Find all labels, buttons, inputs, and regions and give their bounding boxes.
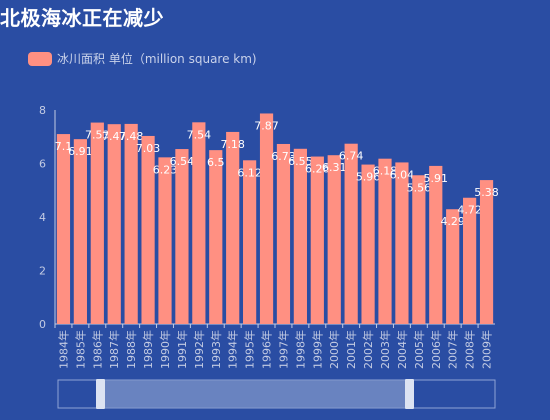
x-tick-label: 1985年 xyxy=(73,330,87,369)
x-tick-label: 1995年 xyxy=(243,330,257,369)
legend-item[interactable]: 冰川面积 单位（million square km) xyxy=(28,50,257,67)
bar-value-label: 6.31 xyxy=(322,161,347,174)
legend-label: 冰川面积 单位（million square km) xyxy=(57,52,257,66)
bar[interactable] xyxy=(226,131,240,324)
bar[interactable] xyxy=(56,134,71,324)
y-tick-label: 0 xyxy=(39,318,46,331)
bar-value-label: 6.74 xyxy=(339,150,364,163)
x-tick-label: 2001年 xyxy=(344,330,358,369)
bar-value-label: 6.04 xyxy=(390,168,415,181)
x-tick-label: 1996年 xyxy=(260,330,274,369)
bar[interactable] xyxy=(141,135,155,324)
x-tick-label: 2002年 xyxy=(361,330,375,369)
bar[interactable] xyxy=(73,139,87,324)
bar-value-label: 7.47 xyxy=(102,130,127,143)
zoom-handle-left[interactable] xyxy=(96,379,105,409)
y-tick-label: 2 xyxy=(39,265,46,278)
bar[interactable] xyxy=(310,156,324,324)
x-tick-label: 2005年 xyxy=(412,330,426,369)
bar[interactable] xyxy=(463,197,477,324)
bar-value-label: 6.5 xyxy=(207,156,225,169)
x-tick-label: 1984年 xyxy=(56,330,70,369)
x-tick-label: 1999年 xyxy=(310,330,324,369)
bar[interactable] xyxy=(243,160,257,324)
bar-value-label: 6.12 xyxy=(237,166,262,179)
x-tick-label: 1990年 xyxy=(158,330,172,369)
x-tick-label: 2004年 xyxy=(395,330,409,369)
x-tick-label: 2007年 xyxy=(446,330,460,369)
bar[interactable] xyxy=(175,149,189,324)
bar-value-label: 6.18 xyxy=(373,165,398,178)
bar-value-label: 6.73 xyxy=(271,150,296,163)
bar-value-label: 5.38 xyxy=(474,186,499,199)
legend-swatch xyxy=(28,51,52,66)
chart-title: 北极海冰正在减少 xyxy=(0,6,164,30)
bar[interactable] xyxy=(412,175,426,324)
bar[interactable] xyxy=(90,122,104,324)
x-tick-label: 1991年 xyxy=(175,330,189,369)
x-tick-label: 1994年 xyxy=(226,330,240,369)
zoom-handle-right[interactable] xyxy=(405,379,414,409)
x-tick-label: 1998年 xyxy=(293,330,307,369)
bar[interactable] xyxy=(107,124,121,325)
bar-value-label: 4.29 xyxy=(440,215,465,228)
bar-value-label: 7.03 xyxy=(136,142,161,155)
bar-value-label: 6.55 xyxy=(288,155,313,168)
x-tick-label: 1993年 xyxy=(209,330,223,369)
bar-value-label: 5.96 xyxy=(356,171,381,184)
x-tick-label: 2008年 xyxy=(463,330,477,369)
bar-value-label: 5.56 xyxy=(407,181,432,194)
x-tick-label: 2009年 xyxy=(480,330,494,369)
bar[interactable] xyxy=(259,113,274,324)
bar[interactable] xyxy=(327,155,341,324)
x-tick-label: 1989年 xyxy=(141,330,155,369)
bar-value-label: 7.87 xyxy=(254,119,279,132)
bar[interactable] xyxy=(192,122,206,325)
x-tick-label: 2006年 xyxy=(429,330,443,369)
bar-value-label: 7.54 xyxy=(187,128,212,141)
x-tick-label: 2000年 xyxy=(327,330,341,369)
bar-value-label: 6.91 xyxy=(68,145,93,158)
x-tick-label: 2003年 xyxy=(378,330,392,369)
bar[interactable] xyxy=(209,150,223,324)
y-tick-label: 8 xyxy=(39,104,46,117)
bar-value-label: 6.54 xyxy=(170,155,195,168)
bar-value-label: 5.91 xyxy=(424,172,449,185)
bar[interactable] xyxy=(158,157,172,324)
bar[interactable] xyxy=(124,123,138,324)
bar[interactable] xyxy=(446,209,460,324)
bar-value-label: 6.23 xyxy=(153,163,178,176)
x-tick-label: 1987年 xyxy=(107,330,121,369)
bar-value-label: 7.48 xyxy=(119,130,144,143)
bar-value-label: 6.26 xyxy=(305,163,330,176)
bar[interactable] xyxy=(479,180,494,324)
x-tick-label: 1992年 xyxy=(192,330,206,369)
bar[interactable] xyxy=(429,165,443,324)
x-tick-label: 1997年 xyxy=(276,330,290,369)
bar-value-label: 4.72 xyxy=(457,204,482,217)
y-tick-label: 6 xyxy=(39,158,46,171)
x-tick-label: 1986年 xyxy=(90,330,104,369)
bar-value-label: 7.18 xyxy=(220,138,245,151)
bar[interactable] xyxy=(378,158,392,324)
bar[interactable] xyxy=(293,148,307,324)
bar-value-label: 7.1 xyxy=(55,140,73,153)
bar[interactable] xyxy=(361,164,375,324)
bar[interactable] xyxy=(276,143,291,324)
bar-value-label: 7.53 xyxy=(85,129,110,142)
bar[interactable] xyxy=(395,162,409,324)
y-tick-label: 4 xyxy=(39,211,46,224)
zoom-slider-window[interactable] xyxy=(102,380,409,408)
x-tick-label: 1988年 xyxy=(124,330,138,369)
bar[interactable] xyxy=(344,143,358,324)
